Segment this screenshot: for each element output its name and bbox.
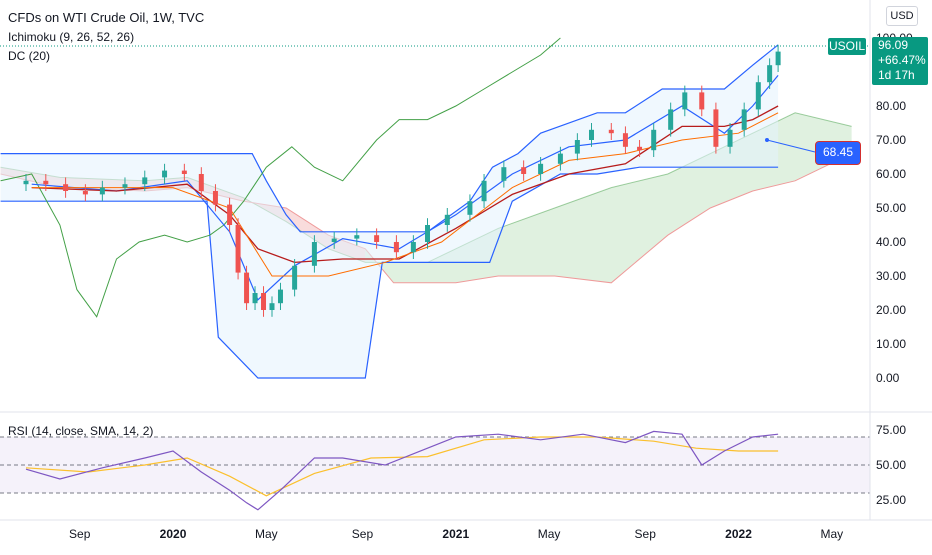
- chart-title: CFDs on WTI Crude Oil, 1W, TVC: [8, 10, 205, 25]
- candle-body: [682, 92, 688, 110]
- candle-body: [622, 133, 628, 147]
- candle-body: [574, 140, 580, 154]
- candle-body: [637, 146, 643, 151]
- candle-body: [668, 109, 674, 130]
- projection-value: 68.45: [822, 145, 854, 159]
- candle-body: [227, 204, 233, 225]
- candle-body: [727, 129, 733, 147]
- candle-body: [425, 225, 431, 242]
- candle-body: [23, 180, 29, 185]
- price-tick-label: 10.00: [876, 337, 906, 351]
- time-tick-label: Sep: [352, 527, 374, 541]
- price-tick-label: 40.00: [876, 235, 906, 249]
- candle-body: [374, 235, 380, 242]
- rsi-line: [25, 430, 779, 511]
- rsi-ma-line: [25, 436, 779, 497]
- candle-body: [331, 238, 337, 242]
- candle-body: [235, 225, 241, 273]
- candle-body: [651, 129, 657, 151]
- candle-body: [43, 180, 49, 185]
- candle-body: [557, 153, 563, 164]
- candle-body: [538, 163, 544, 174]
- rsi-tick-label: 25.00: [876, 493, 906, 507]
- donchian-lower: [0, 166, 779, 379]
- price-tick-label: 70.00: [876, 133, 906, 147]
- price-change: +66.47%: [878, 53, 926, 67]
- candle-body: [181, 170, 187, 174]
- candle-body: [198, 174, 204, 191]
- time-tick-label: May: [255, 527, 278, 541]
- candle-body: [699, 92, 705, 110]
- price-tick-label: 30.00: [876, 269, 906, 283]
- candle-body: [252, 293, 258, 304]
- candle-body: [292, 265, 298, 290]
- candle-body: [501, 167, 507, 181]
- price-tick-label: 80.00: [876, 99, 906, 113]
- candle-body: [277, 289, 283, 304]
- candle-body: [444, 214, 450, 225]
- candle-body: [122, 184, 128, 188]
- candle-body: [269, 303, 275, 310]
- candle-body: [775, 51, 781, 66]
- donchian-fill: [0, 44, 779, 379]
- projection-tag[interactable]: 68.45: [815, 141, 861, 165]
- candle-body: [481, 180, 487, 202]
- price-tick-label: 20.00: [876, 303, 906, 317]
- price-tick-label: 60.00: [876, 167, 906, 181]
- candle-body: [311, 242, 317, 266]
- time-tick-label: Sep: [69, 527, 91, 541]
- candle-body: [261, 293, 267, 310]
- candle-body: [521, 167, 527, 174]
- ichimoku-legend[interactable]: Ichimoku (9, 26, 52, 26): [8, 30, 135, 44]
- candle-body: [467, 201, 473, 215]
- candle-body: [212, 191, 218, 205]
- candle-body: [588, 129, 594, 140]
- rsi-legend[interactable]: RSI (14, close, SMA, 14, 2): [8, 424, 154, 438]
- candle-body: [82, 191, 88, 195]
- time-tick-label: May: [538, 527, 561, 541]
- time-tick-label: 2020: [160, 527, 187, 541]
- candle-body: [741, 109, 747, 130]
- price-tick-label: 50.00: [876, 201, 906, 215]
- bar-countdown: 1d 17h: [878, 68, 915, 82]
- time-tick-label: 2021: [442, 527, 469, 541]
- currency-button[interactable]: USD: [886, 6, 918, 26]
- candle-body: [162, 170, 168, 178]
- rsi-tick-label: 75.00: [876, 423, 906, 437]
- projection-line[interactable]: [766, 139, 816, 153]
- last-price-tag: 96.09 +66.47% 1d 17h: [872, 37, 928, 85]
- candle-body: [410, 242, 416, 253]
- candle-body: [755, 82, 761, 110]
- candle-body: [393, 242, 399, 253]
- time-tick-label: Sep: [635, 527, 657, 541]
- price-tick-label: 0.00: [876, 371, 900, 385]
- last-price-value: 96.09: [878, 38, 909, 52]
- candle-body: [63, 184, 69, 191]
- time-tick-label: May: [820, 527, 843, 541]
- donchian-upper: [0, 44, 779, 233]
- lagging-span: [0, 37, 561, 318]
- candle-body: [244, 272, 250, 304]
- donchian-legend[interactable]: DC (20): [8, 49, 51, 63]
- projection-point[interactable]: [765, 138, 769, 142]
- candle-body: [99, 187, 105, 195]
- candle-body: [354, 235, 360, 239]
- candle-body: [767, 65, 773, 83]
- candle-body: [142, 177, 148, 185]
- rsi-tick-label: 50.00: [876, 458, 906, 472]
- time-tick-label: 2022: [725, 527, 752, 541]
- symbol-tag: USOIL: [828, 38, 866, 55]
- candle-body: [608, 129, 614, 134]
- candle-body: [713, 109, 719, 147]
